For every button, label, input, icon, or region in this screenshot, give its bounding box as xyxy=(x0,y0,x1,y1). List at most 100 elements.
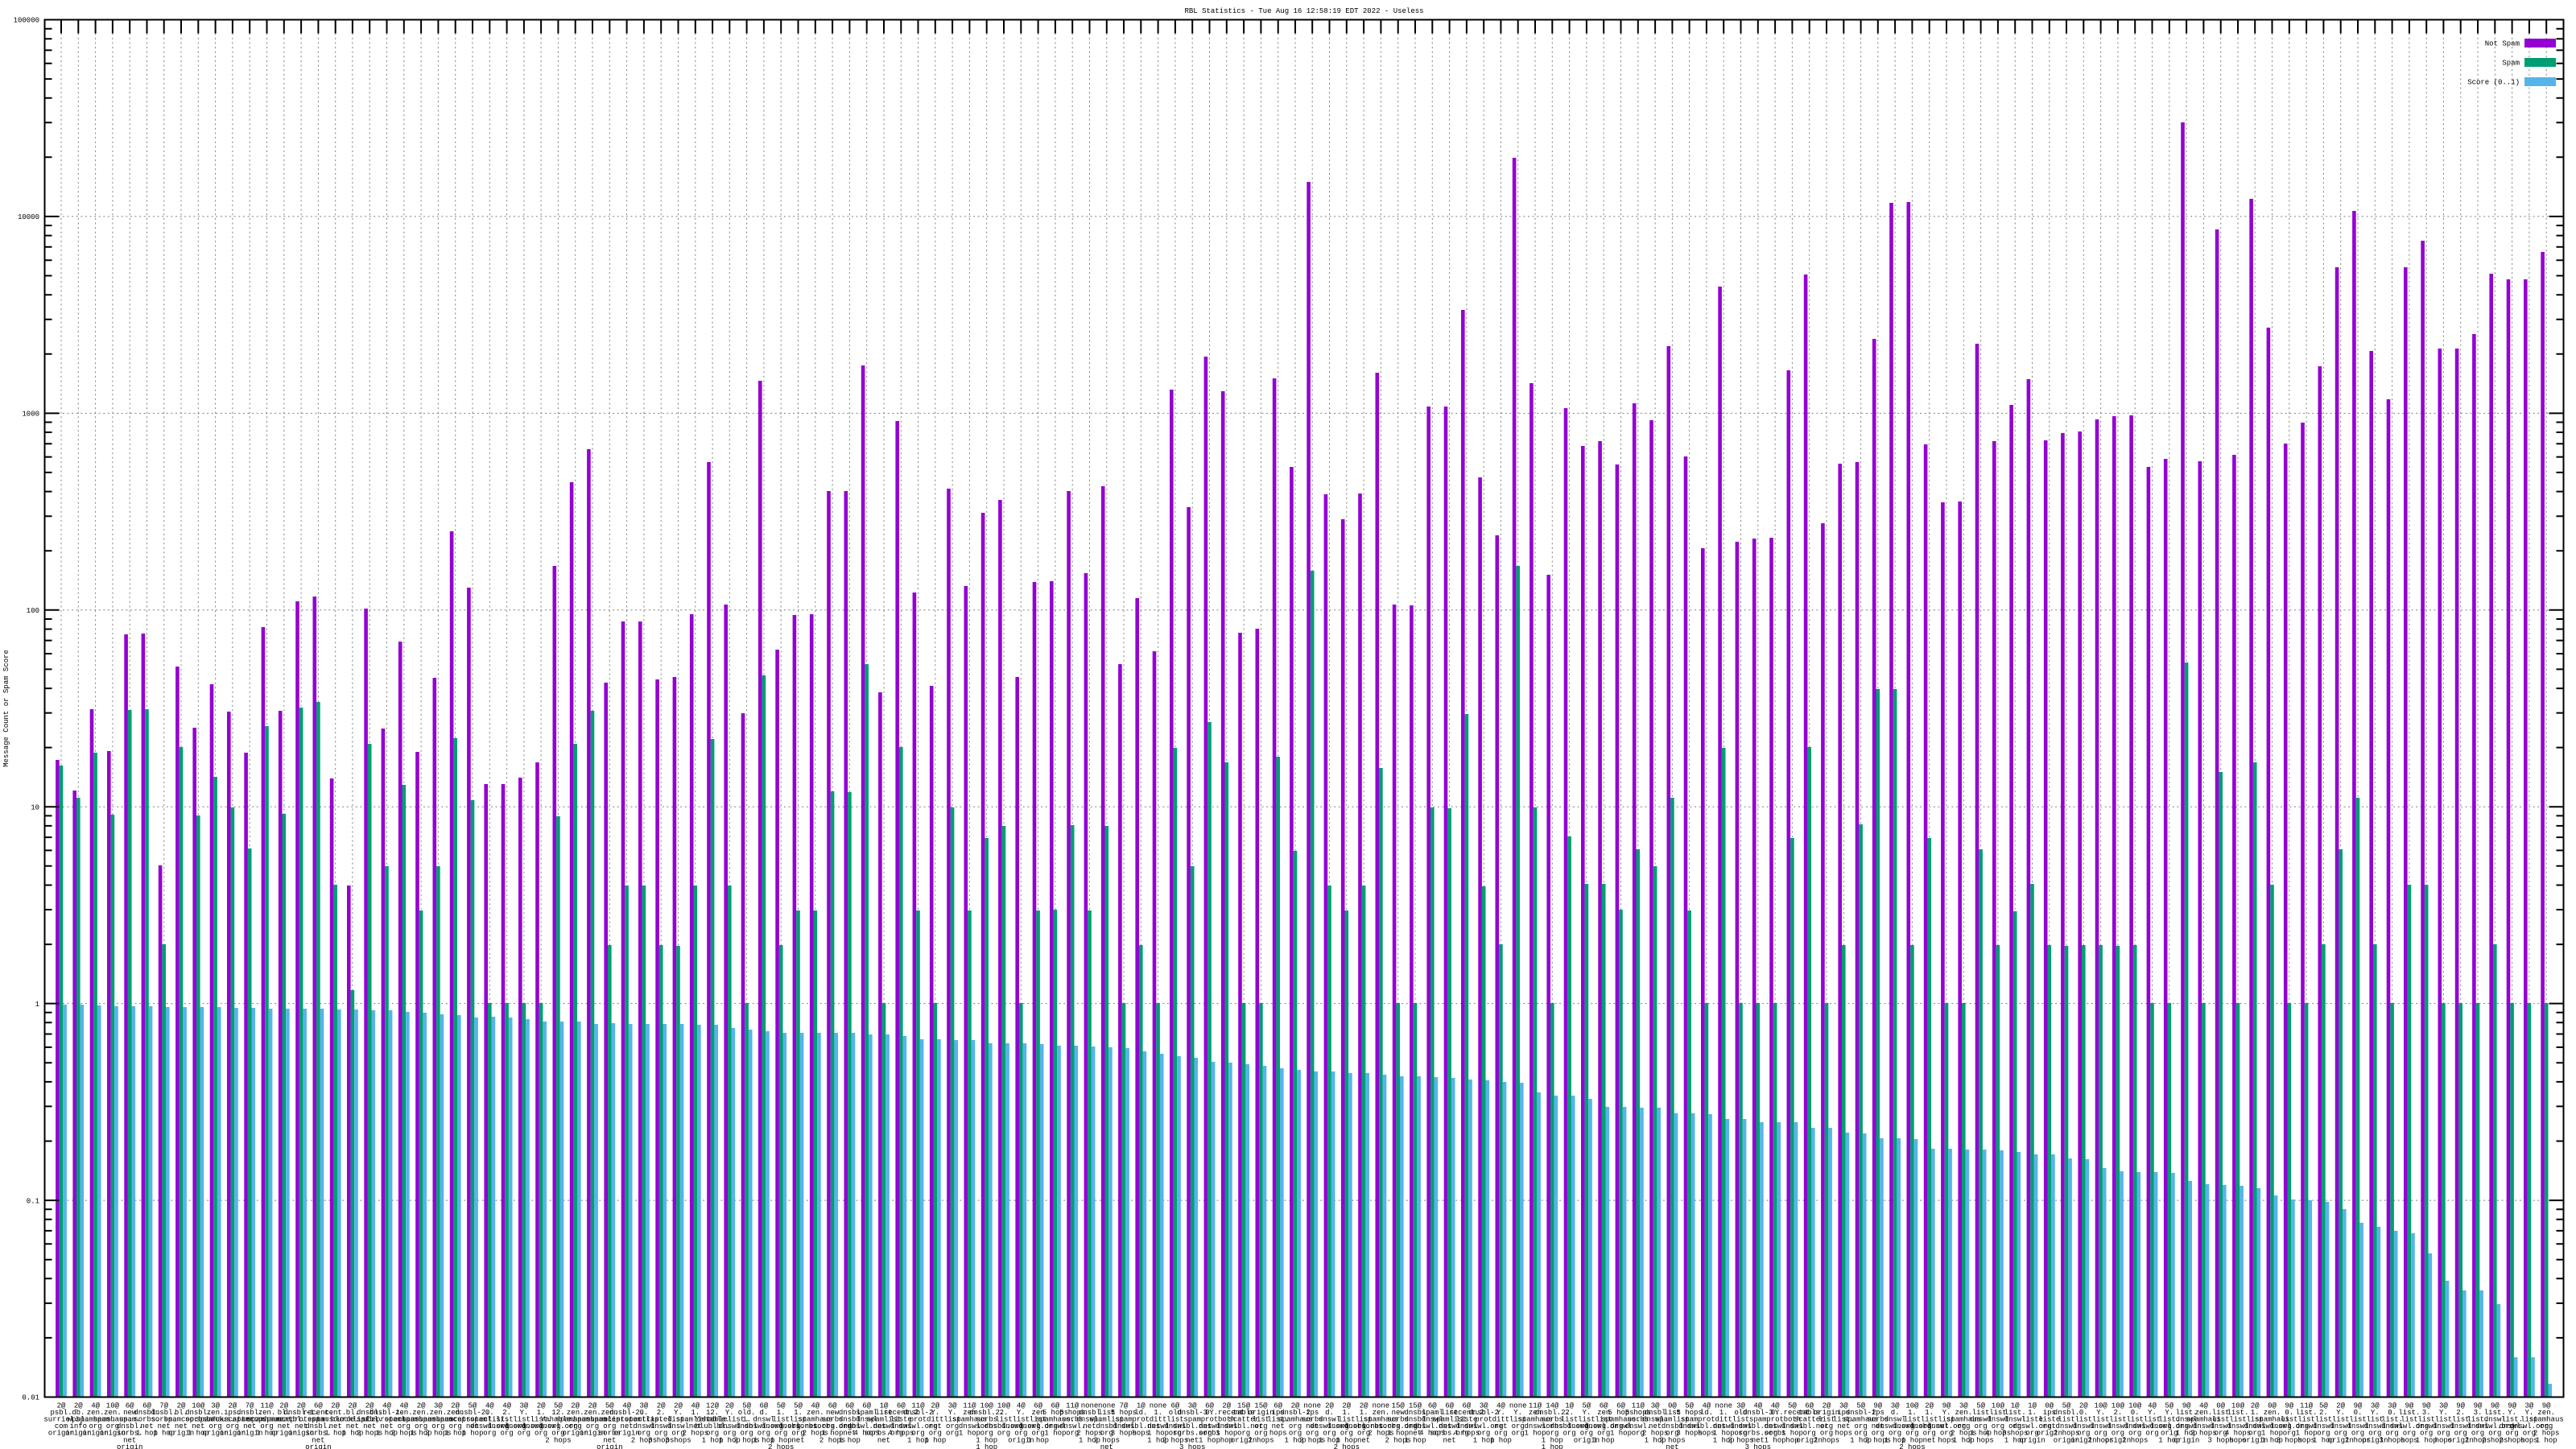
svg-text:2.: 2. xyxy=(1565,1409,1574,1417)
svg-text:2 hops: 2 hops xyxy=(1385,1436,1410,1444)
svg-text:1 hop: 1 hop xyxy=(924,1436,946,1444)
svg-text:1 hop: 1 hop xyxy=(2004,1436,2026,1444)
svg-text:origin: origin xyxy=(2447,1436,2473,1444)
svg-text:1 hop: 1 hop xyxy=(1319,1436,1340,1444)
svg-text:3 hops: 3 hops xyxy=(665,1436,691,1444)
svg-text:list: list xyxy=(2401,1416,2418,1424)
svg-text:net: net xyxy=(140,1422,153,1430)
svg-text:psbl.: psbl. xyxy=(50,1409,72,1417)
svg-text:org: org xyxy=(740,1430,753,1438)
svg-text:6@: 6@ xyxy=(1051,1402,1059,1410)
svg-text:0.01: 0.01 xyxy=(22,1394,39,1402)
svg-text:dnswl: dnswl xyxy=(719,1422,741,1430)
svg-text:net: net xyxy=(295,1422,308,1430)
svg-text:1.: 1. xyxy=(1719,1409,1728,1417)
svg-text:1 hop: 1 hop xyxy=(256,1430,278,1438)
svg-text:spamhaus: spamhaus xyxy=(1278,1416,1312,1424)
svg-text:1 hop: 1 hop xyxy=(324,1430,346,1438)
svg-text:1.: 1. xyxy=(691,1409,700,1417)
svg-text:zen.: zen. xyxy=(1373,1409,1390,1417)
svg-text:origin: origin xyxy=(288,1430,314,1438)
svg-text:recent.2: recent.2 xyxy=(1449,1409,1484,1417)
svg-text:2 hops: 2 hops xyxy=(733,1436,759,1444)
svg-text:liste: liste xyxy=(2021,1416,2043,1424)
svg-text:4@: 4@ xyxy=(2199,1402,2208,1410)
svg-text:dnswl: dnswl xyxy=(959,1422,980,1430)
svg-text:dnswl: dnswl xyxy=(2467,1422,2488,1430)
svg-text:1@: 1@ xyxy=(2028,1402,2037,1410)
svg-text:origin: origin xyxy=(1231,1436,1257,1444)
svg-text:org: org xyxy=(1323,1430,1335,1438)
svg-text:zen.: zen. xyxy=(2264,1409,2281,1417)
svg-text:zen.: zen. xyxy=(104,1409,122,1417)
svg-text:dnswl.: dnswl. xyxy=(1642,1416,1668,1424)
svg-text:list: list xyxy=(1166,1416,1184,1424)
svg-text:dnswl: dnswl xyxy=(2330,1422,2351,1430)
svg-text:2@: 2@ xyxy=(365,1402,374,1410)
svg-text:dnsbl.: dnsbl. xyxy=(185,1409,211,1417)
svg-text:origin: origin xyxy=(2242,1436,2268,1444)
svg-text:ditt: ditt xyxy=(927,1416,944,1424)
svg-text:spamhaus.: spamhaus. xyxy=(196,1416,235,1424)
svg-text:5@: 5@ xyxy=(1976,1402,1985,1410)
svg-text:spamhaus.: spamhaus. xyxy=(1601,1416,1641,1424)
svg-text:6@: 6@ xyxy=(142,1402,151,1410)
svg-text:net: net xyxy=(843,1430,856,1438)
svg-text:2 hops: 2 hops xyxy=(1728,1436,1753,1444)
svg-text:1 hop: 1 hop xyxy=(411,1430,432,1438)
svg-text:zen.: zen. xyxy=(584,1409,601,1417)
svg-text:org: org xyxy=(997,1430,1010,1438)
svg-text:origin: origin xyxy=(2037,1430,2062,1438)
svg-text:dnsbl.net: dnsbl.net xyxy=(1224,1422,1264,1430)
svg-text:2@: 2@ xyxy=(417,1402,426,1410)
svg-text:dnswl: dnswl xyxy=(1113,1422,1134,1430)
svg-text:1 hop: 1 hop xyxy=(1645,1436,1666,1444)
svg-text:dnsbl.org: dnsbl.org xyxy=(985,1422,1024,1430)
svg-text:spam.: spam. xyxy=(308,1416,329,1424)
svg-text:Y.: Y. xyxy=(948,1409,957,1417)
svg-text:spamhaus: spamhaus xyxy=(952,1416,987,1424)
svg-text:spamlist: spamlist xyxy=(1089,1416,1124,1424)
svg-text:dnswl: dnswl xyxy=(1422,1416,1443,1424)
svg-text:5@: 5@ xyxy=(554,1402,563,1410)
svg-text:org: org xyxy=(1237,1430,1250,1438)
svg-text:11@: 11@ xyxy=(963,1402,976,1410)
svg-text:3 hops: 3 hops xyxy=(1745,1443,1771,1449)
svg-text:org: org xyxy=(2025,1430,2038,1438)
svg-text:net: net xyxy=(1357,1436,1370,1444)
svg-text:dnsbl-2.: dnsbl-2. xyxy=(609,1409,644,1417)
svg-text:dnswl.org: dnswl.org xyxy=(470,1422,510,1430)
svg-text:dnswl: dnswl xyxy=(1970,1416,1992,1424)
svg-text:net: net xyxy=(1752,1436,1765,1444)
svg-text:org: org xyxy=(569,1422,582,1430)
svg-text:2 hops: 2 hops xyxy=(2499,1436,2524,1444)
svg-text:ips: ips xyxy=(1872,1409,1885,1417)
svg-text:dnsbl: dnsbl xyxy=(839,1422,861,1430)
svg-text:net: net xyxy=(158,1422,171,1430)
svg-text:list: list xyxy=(1818,1416,1835,1424)
svg-text:org: org xyxy=(586,1422,599,1430)
svg-text:list: list xyxy=(1561,1416,1579,1424)
svg-text:sorbs.org: sorbs.org xyxy=(795,1422,835,1430)
svg-text:org: org xyxy=(774,1430,787,1438)
svg-text:origin: origin xyxy=(202,1430,228,1438)
svg-text:15@: 15@ xyxy=(1254,1402,1268,1410)
svg-text:net: net xyxy=(243,1422,256,1430)
svg-text:dnswl: dnswl xyxy=(1678,1422,1700,1430)
svg-text:2@: 2@ xyxy=(1360,1402,1368,1410)
svg-text:1 hop: 1 hop xyxy=(1199,1436,1220,1444)
svg-text:dnsbl: dnsbl xyxy=(1404,1409,1426,1417)
svg-text:hops: hops xyxy=(2401,1436,2418,1444)
svg-text:dnswl.org: dnswl.org xyxy=(2132,1422,2172,1430)
svg-text:net: net xyxy=(1872,1422,1885,1430)
svg-text:ips: ips xyxy=(1306,1409,1319,1417)
svg-text:none: none xyxy=(1150,1402,1167,1410)
svg-text:list: list xyxy=(2297,1416,2315,1424)
svg-text:10@: 10@ xyxy=(106,1402,120,1410)
svg-text:net: net xyxy=(603,1436,616,1444)
svg-text:0.: 0. xyxy=(1771,1409,1780,1417)
svg-text:1 hop: 1 hop xyxy=(1713,1430,1735,1438)
svg-text:org: org xyxy=(758,1430,770,1438)
svg-text:org: org xyxy=(1666,1430,1678,1438)
svg-text:dnswl: dnswl xyxy=(890,1422,912,1430)
